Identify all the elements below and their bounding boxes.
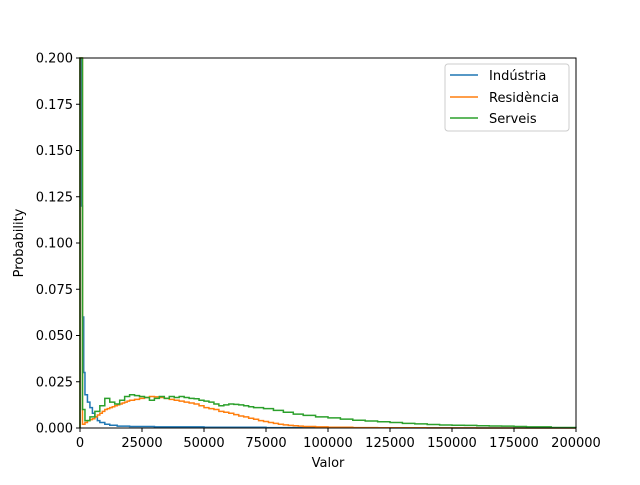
y-tick-label: 0.100 <box>36 237 73 252</box>
y-tick-label: 0.150 <box>36 144 73 159</box>
y-tick-label: 0.025 <box>36 375 73 390</box>
x-axis-label: Valor <box>312 456 345 471</box>
y-tick-label: 0.125 <box>36 190 73 205</box>
x-tick-label: 100000 <box>303 436 353 451</box>
x-ticks: 0 25000 50000 75000 100000 125000 150000 175000… <box>76 428 601 451</box>
x-tick-label: 25000 <box>121 436 162 451</box>
series-line-residencia <box>79 57 576 429</box>
x-tick-label: 0 <box>76 436 84 451</box>
series-line-serveis <box>79 57 577 429</box>
legend: Indústria Residència Serveis <box>444 63 570 132</box>
x-tick-label: 150000 <box>427 436 477 451</box>
y-tick-label: 0.175 <box>36 98 73 113</box>
legend-box <box>444 63 570 132</box>
y-tick-label: 0.200 <box>36 52 73 67</box>
y-axis-label: Probability <box>12 208 27 277</box>
legend-label-serveis: Serveis <box>489 112 537 127</box>
y-tick-label: 0.000 <box>36 422 73 437</box>
x-tick-label: 125000 <box>365 436 415 451</box>
y-tick-label: 0.050 <box>36 329 73 344</box>
x-tick-label: 50000 <box>183 436 224 451</box>
legend-label-residencia: Residència <box>489 91 559 106</box>
x-tick-label: 200000 <box>551 436 601 451</box>
y-ticks: 0.000 0.025 0.050 0.075 0.100 0.125 0.150 0.175… <box>36 52 80 437</box>
x-tick-label: 75000 <box>245 436 286 451</box>
legend-label-industria: Indústria <box>489 69 546 84</box>
y-tick-label: 0.075 <box>36 283 73 298</box>
x-tick-label: 175000 <box>489 436 539 451</box>
